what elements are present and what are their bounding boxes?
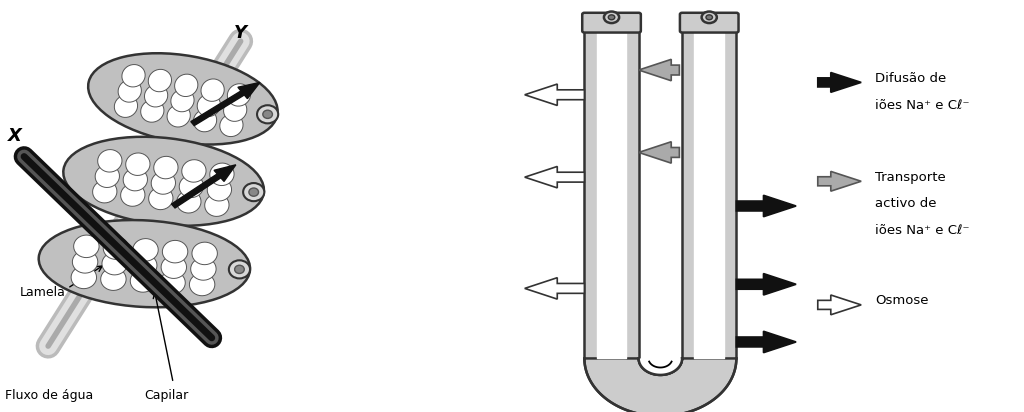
Polygon shape bbox=[639, 358, 682, 375]
Ellipse shape bbox=[198, 94, 220, 117]
FancyArrow shape bbox=[818, 295, 861, 315]
FancyArrow shape bbox=[190, 82, 260, 126]
FancyArrow shape bbox=[524, 84, 585, 105]
Ellipse shape bbox=[160, 272, 185, 294]
Ellipse shape bbox=[121, 184, 145, 206]
Text: Lamela: Lamela bbox=[19, 286, 66, 299]
Text: Fluxo de água: Fluxo de água bbox=[5, 389, 93, 402]
Ellipse shape bbox=[95, 165, 120, 187]
Ellipse shape bbox=[71, 266, 96, 289]
FancyArrow shape bbox=[171, 165, 236, 208]
FancyArrow shape bbox=[639, 59, 679, 81]
Ellipse shape bbox=[122, 65, 145, 87]
Ellipse shape bbox=[152, 172, 175, 194]
Ellipse shape bbox=[118, 80, 141, 102]
Ellipse shape bbox=[148, 187, 173, 210]
Circle shape bbox=[249, 188, 258, 196]
Ellipse shape bbox=[130, 270, 156, 292]
Ellipse shape bbox=[223, 99, 247, 122]
Ellipse shape bbox=[103, 237, 129, 259]
Ellipse shape bbox=[92, 180, 117, 203]
Circle shape bbox=[234, 265, 245, 274]
Ellipse shape bbox=[205, 194, 229, 216]
Ellipse shape bbox=[189, 273, 215, 296]
Ellipse shape bbox=[154, 156, 178, 179]
Text: iões Na⁺ e Cℓ⁻: iões Na⁺ e Cℓ⁻ bbox=[874, 98, 970, 112]
FancyArrow shape bbox=[736, 331, 796, 353]
FancyArrow shape bbox=[524, 278, 585, 299]
FancyArrow shape bbox=[818, 171, 861, 191]
Ellipse shape bbox=[74, 235, 99, 258]
FancyArrow shape bbox=[736, 195, 796, 217]
Ellipse shape bbox=[63, 137, 264, 226]
Text: Capilar: Capilar bbox=[144, 389, 188, 402]
Text: Difusão de: Difusão de bbox=[874, 72, 946, 85]
Ellipse shape bbox=[133, 239, 159, 261]
Text: X: X bbox=[7, 127, 22, 145]
Circle shape bbox=[257, 105, 279, 123]
Ellipse shape bbox=[175, 74, 198, 96]
Ellipse shape bbox=[191, 242, 217, 265]
Ellipse shape bbox=[163, 240, 187, 263]
Ellipse shape bbox=[115, 95, 137, 117]
Ellipse shape bbox=[97, 150, 122, 172]
Polygon shape bbox=[585, 358, 736, 412]
Text: Y: Y bbox=[234, 24, 247, 42]
Ellipse shape bbox=[210, 163, 234, 185]
Circle shape bbox=[228, 260, 250, 279]
Ellipse shape bbox=[102, 253, 127, 275]
FancyArrow shape bbox=[524, 166, 585, 188]
Ellipse shape bbox=[100, 268, 126, 290]
FancyBboxPatch shape bbox=[680, 13, 738, 33]
Text: Osmose: Osmose bbox=[874, 294, 928, 307]
FancyArrow shape bbox=[639, 142, 679, 163]
Ellipse shape bbox=[190, 258, 216, 280]
Ellipse shape bbox=[140, 100, 164, 122]
Ellipse shape bbox=[148, 69, 171, 92]
Ellipse shape bbox=[144, 84, 168, 107]
FancyBboxPatch shape bbox=[583, 13, 641, 33]
Text: iões Na⁺ e Cℓ⁻: iões Na⁺ e Cℓ⁻ bbox=[874, 224, 970, 237]
Circle shape bbox=[608, 15, 614, 20]
Ellipse shape bbox=[220, 114, 243, 137]
Ellipse shape bbox=[177, 191, 201, 213]
Ellipse shape bbox=[207, 178, 231, 201]
Circle shape bbox=[701, 12, 717, 23]
Ellipse shape bbox=[131, 254, 157, 276]
Ellipse shape bbox=[73, 250, 98, 273]
Ellipse shape bbox=[227, 84, 251, 106]
Circle shape bbox=[243, 183, 264, 201]
Text: activo de: activo de bbox=[874, 197, 936, 211]
Ellipse shape bbox=[179, 175, 204, 198]
Circle shape bbox=[706, 15, 713, 20]
Circle shape bbox=[604, 12, 620, 23]
Ellipse shape bbox=[161, 256, 186, 279]
Circle shape bbox=[263, 110, 272, 118]
FancyArrow shape bbox=[736, 274, 796, 295]
FancyArrow shape bbox=[818, 73, 861, 92]
Ellipse shape bbox=[88, 53, 278, 145]
Ellipse shape bbox=[126, 153, 150, 176]
Ellipse shape bbox=[201, 79, 224, 101]
Ellipse shape bbox=[123, 169, 147, 191]
Ellipse shape bbox=[182, 160, 206, 182]
Ellipse shape bbox=[39, 220, 250, 307]
Ellipse shape bbox=[171, 89, 195, 112]
Text: Transporte: Transporte bbox=[874, 171, 945, 184]
Ellipse shape bbox=[194, 110, 217, 132]
Ellipse shape bbox=[167, 105, 190, 127]
